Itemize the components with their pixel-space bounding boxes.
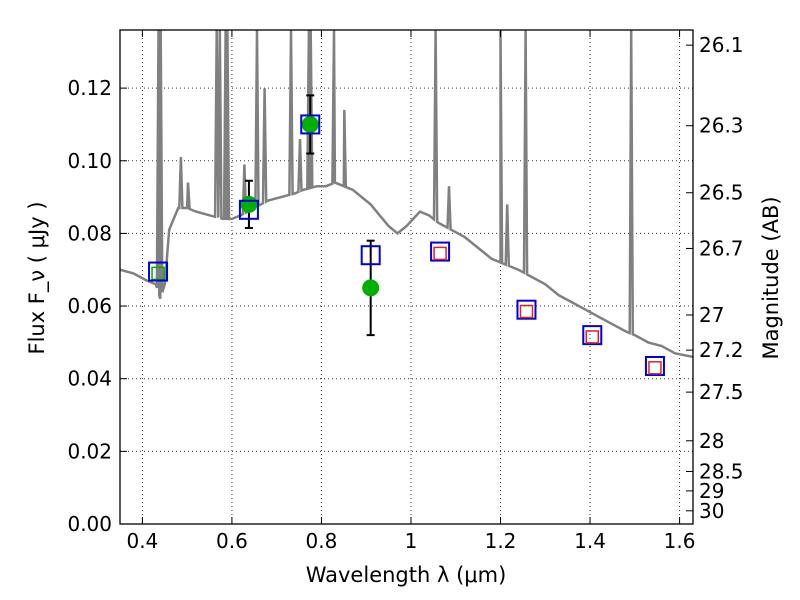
predicted-marker — [648, 361, 662, 375]
plot-frame — [119, 29, 694, 525]
y-tick-label: 0.00 — [67, 512, 112, 536]
y2-tick-label: 28.5 — [699, 459, 744, 483]
grid — [120, 30, 693, 525]
predicted-marker — [585, 330, 600, 344]
model-spectrum — [120, 30, 693, 359]
y2-tick-label: 27.5 — [699, 380, 744, 404]
y-tick-label: 0.12 — [67, 76, 112, 100]
model-flux-marker — [300, 114, 321, 135]
y2-tick-label: 30 — [699, 499, 724, 523]
predicted-marker — [433, 246, 447, 261]
x-tick-label: 0.8 — [306, 529, 338, 553]
y2-tick-label: 27.2 — [699, 338, 744, 362]
markers — [148, 114, 665, 376]
x-axis-label: Wavelength λ (μm) — [306, 563, 507, 587]
y-tick-label: 0.10 — [67, 149, 112, 173]
observed-marker — [240, 195, 258, 213]
x-tick-label: 1.6 — [664, 529, 696, 553]
model-flux-marker — [516, 299, 537, 320]
x-tick-label: 1.4 — [574, 529, 606, 553]
y-axis-label: Flux F_ν ( μJy ) — [25, 201, 50, 354]
y-tick-label: 0.04 — [67, 367, 112, 391]
y2-tick-label: 26.7 — [699, 236, 744, 260]
model-flux-marker — [360, 245, 381, 266]
x-tick-label: 0.6 — [216, 529, 248, 553]
x-tick-label: 0.4 — [126, 529, 158, 553]
observed-marker — [301, 115, 319, 133]
observed-marker — [362, 279, 380, 297]
ticks: 0.4 0.6 0.8 1 1.2 1.4 1.6 0.00 0.02 0.04 0.06 0.08 0… — [67, 30, 744, 553]
y2-tick-label: 26.5 — [699, 181, 744, 205]
observed-marker-small — [151, 266, 165, 281]
y2-axis-label: Magnitude (AB) — [759, 196, 783, 359]
model-flux-marker — [238, 199, 259, 220]
y-tick-label: 0.08 — [67, 221, 112, 245]
y-tick-label: 0.02 — [67, 439, 112, 463]
y2-tick-label: 29 — [699, 479, 724, 503]
model-flux-marker — [582, 325, 603, 346]
x-tick-label: 1.2 — [485, 529, 517, 553]
y2-tick-label: 27 — [699, 303, 724, 327]
model-flux-marker — [644, 355, 665, 376]
y2-tick-label: 26.3 — [699, 114, 744, 138]
predicted-marker — [519, 304, 534, 319]
model-flux-marker — [430, 241, 451, 262]
y-tick-label: 0.06 — [67, 294, 112, 318]
model-flux-marker — [148, 261, 169, 282]
y2-tick-label: 26.1 — [699, 33, 744, 57]
x-tick-label: 1 — [405, 529, 418, 553]
y2-tick-label: 28 — [699, 429, 724, 453]
spectrum-line — [120, 30, 693, 359]
